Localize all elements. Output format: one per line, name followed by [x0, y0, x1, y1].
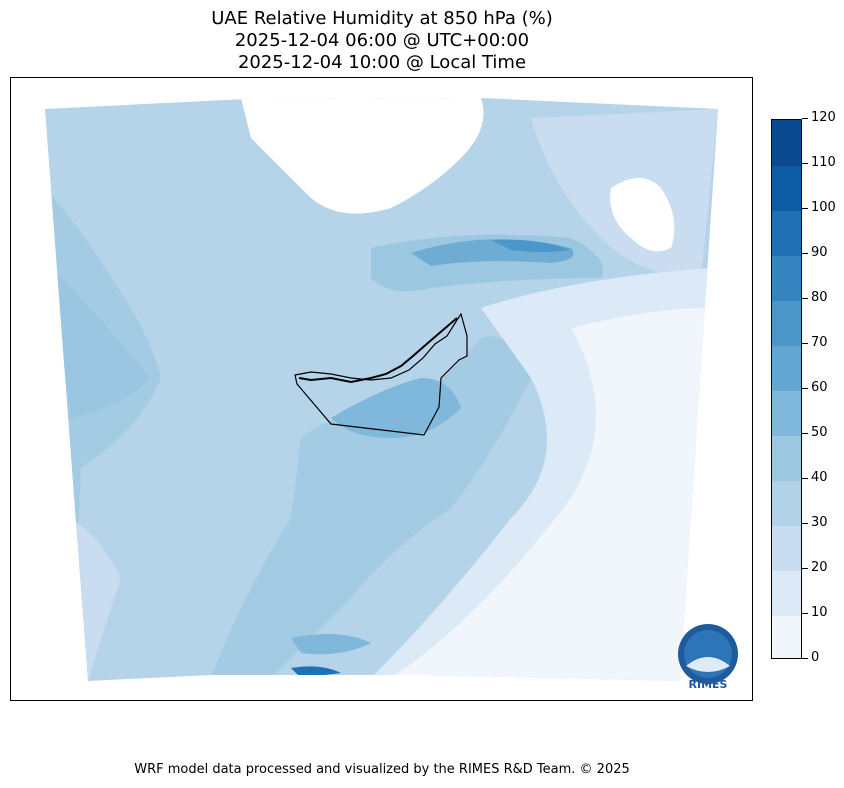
colorbar-tick-label: 60	[811, 380, 828, 395]
colorbar-tick-label: 50	[811, 425, 828, 440]
colorbar-tick-label: 100	[811, 200, 836, 215]
colorbar-segment	[772, 210, 801, 256]
colorbar-tick-label: 90	[811, 245, 828, 260]
colorbar-tick-label: 120	[811, 110, 836, 125]
humidity-map: RIMES	[45, 98, 738, 691]
rimes-logo-text: RIMES	[689, 678, 728, 691]
colorbar-segment	[772, 525, 801, 571]
colorbar-tick	[802, 658, 808, 659]
colorbar-tick	[802, 613, 808, 614]
colorbar-tick-label: 40	[811, 470, 828, 485]
colorbar-segment	[772, 480, 801, 526]
colorbar-tick	[802, 478, 808, 479]
colorbar-segment	[772, 435, 801, 481]
colorbar-segment	[772, 255, 801, 301]
colorbar-tick-label: 10	[811, 605, 828, 620]
colorbar-segment	[772, 345, 801, 391]
map-title-line3: 2025-12-04 10:00 @ Local Time	[237, 52, 527, 73]
map-title-line1: UAE Relative Humidity at 850 hPa (%)	[211, 8, 553, 29]
colorbar-segment	[772, 570, 801, 616]
colorbar-tick	[802, 253, 808, 254]
missing-data-region-east	[610, 178, 675, 252]
colorbar-segment	[772, 300, 801, 346]
colorbar-tick-label: 110	[811, 155, 836, 170]
colorbar-tick	[802, 433, 808, 434]
colorbar-tick	[802, 388, 808, 389]
humidity-contour-north-core	[491, 239, 571, 252]
colorbar-segment	[772, 390, 801, 436]
rimes-logo: RIMES	[678, 624, 738, 691]
colorbar-tick-label: 30	[811, 515, 828, 530]
colorbar-tick	[802, 568, 808, 569]
colorbar-tick-label: 80	[811, 290, 828, 305]
colorbar	[771, 119, 802, 659]
colorbar-tick-label: 20	[811, 560, 828, 575]
humidity-contour-east-dry	[391, 308, 709, 681]
humidity-contour-central	[211, 336, 531, 678]
colorbar-tick	[802, 343, 808, 344]
colorbar-tick	[802, 523, 808, 524]
footer-credit: WRF model data processed and visualized …	[134, 762, 630, 777]
colorbar-tick	[802, 118, 808, 119]
map-frame: RIMES	[10, 77, 753, 701]
map-title-line2: 2025-12-04 06:00 @ UTC+00:00	[234, 30, 530, 51]
humidity-contour-central-deep	[331, 378, 461, 438]
colorbar-tick	[802, 208, 808, 209]
colorbar-segment	[772, 165, 801, 211]
humidity-contour-south	[291, 634, 371, 655]
humidity-contour-west-deep	[51, 268, 151, 418]
colorbar-tick	[802, 298, 808, 299]
colorbar-segment	[772, 120, 801, 166]
colorbar-tick-label: 0	[811, 650, 820, 665]
colorbar-segment	[772, 615, 801, 658]
uae-coastline	[298, 317, 458, 384]
missing-data-region	[241, 98, 484, 214]
uae-boundary	[294, 312, 468, 436]
colorbar-tick-label: 70	[811, 335, 828, 350]
colorbar-tick	[802, 163, 808, 164]
